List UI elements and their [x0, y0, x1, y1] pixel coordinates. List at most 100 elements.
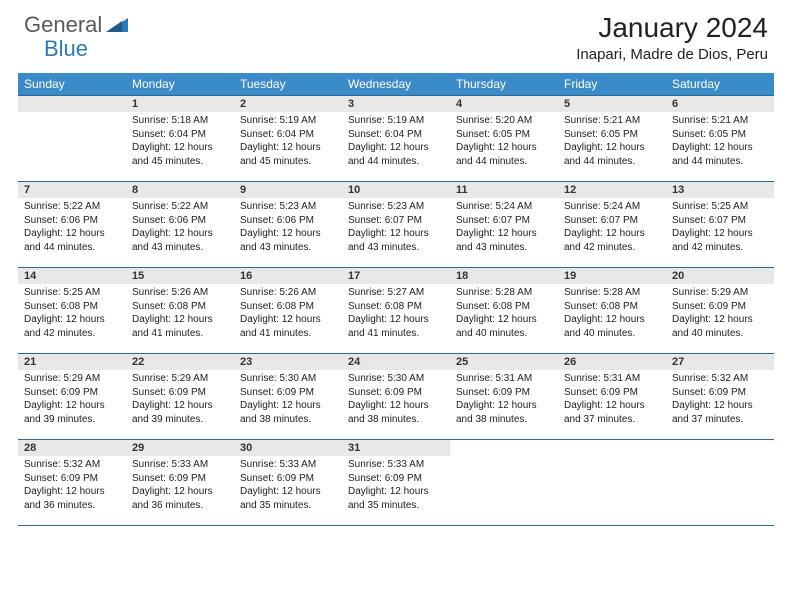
- sunrise-label: Sunrise:: [24, 459, 61, 470]
- day-number: 19: [558, 268, 666, 284]
- sunset-label: Sunset:: [348, 473, 382, 484]
- sunrise-label: Sunrise:: [24, 287, 61, 298]
- day-data: Sunrise: 5:31 AMSunset: 6:09 PMDaylight:…: [450, 370, 558, 430]
- sunrise-label: Sunrise:: [564, 201, 601, 212]
- calendar-row: 7Sunrise: 5:22 AMSunset: 6:06 PMDaylight…: [18, 182, 774, 268]
- sunrise-label: Sunrise:: [240, 115, 277, 126]
- day-number: 13: [666, 182, 774, 198]
- day-data: Sunrise: 5:22 AMSunset: 6:06 PMDaylight:…: [18, 198, 126, 258]
- sunset-value: 6:08 PM: [277, 301, 314, 312]
- col-saturday: Saturday: [666, 73, 774, 96]
- daylight-label: Daylight:: [348, 142, 387, 153]
- sunrise-label: Sunrise:: [132, 115, 169, 126]
- day-data: Sunrise: 5:26 AMSunset: 6:08 PMDaylight:…: [126, 284, 234, 344]
- calendar-cell: 24Sunrise: 5:30 AMSunset: 6:09 PMDayligh…: [342, 354, 450, 440]
- day-number: 3: [342, 96, 450, 112]
- sunrise-value: 5:28 AM: [603, 287, 640, 298]
- day-data: Sunrise: 5:23 AMSunset: 6:06 PMDaylight:…: [234, 198, 342, 258]
- calendar-cell: 10Sunrise: 5:23 AMSunset: 6:07 PMDayligh…: [342, 182, 450, 268]
- sunrise-value: 5:19 AM: [387, 115, 424, 126]
- sunrise-label: Sunrise:: [564, 373, 601, 384]
- logo-text-blue: Blue: [44, 36, 88, 61]
- sunrise-label: Sunrise:: [240, 201, 277, 212]
- calendar-cell: 6Sunrise: 5:21 AMSunset: 6:05 PMDaylight…: [666, 96, 774, 182]
- sunrise-value: 5:24 AM: [495, 201, 532, 212]
- day-data: Sunrise: 5:27 AMSunset: 6:08 PMDaylight:…: [342, 284, 450, 344]
- sunrise-value: 5:25 AM: [63, 287, 100, 298]
- sunset-label: Sunset:: [564, 215, 598, 226]
- sunrise-label: Sunrise:: [456, 201, 493, 212]
- sunset-value: 6:05 PM: [709, 129, 746, 140]
- month-title: January 2024: [576, 12, 768, 44]
- sunrise-label: Sunrise:: [672, 115, 709, 126]
- day-data: Sunrise: 5:32 AMSunset: 6:09 PMDaylight:…: [18, 456, 126, 516]
- sunset-value: 6:09 PM: [493, 387, 530, 398]
- sunset-value: 6:06 PM: [169, 215, 206, 226]
- sunrise-value: 5:31 AM: [495, 373, 532, 384]
- calendar-cell: 29Sunrise: 5:33 AMSunset: 6:09 PMDayligh…: [126, 440, 234, 526]
- day-number: 2: [234, 96, 342, 112]
- sunset-label: Sunset:: [240, 473, 274, 484]
- sunrise-label: Sunrise:: [348, 201, 385, 212]
- sunrise-label: Sunrise:: [564, 115, 601, 126]
- sunrise-label: Sunrise:: [240, 373, 277, 384]
- day-number: 31: [342, 440, 450, 456]
- sunset-label: Sunset:: [24, 387, 58, 398]
- sunset-label: Sunset:: [564, 387, 598, 398]
- sunrise-value: 5:26 AM: [279, 287, 316, 298]
- daylight-label: Daylight:: [24, 314, 63, 325]
- sunrise-label: Sunrise:: [672, 287, 709, 298]
- sunset-label: Sunset:: [240, 129, 274, 140]
- day-number: 4: [450, 96, 558, 112]
- sunset-label: Sunset:: [132, 129, 166, 140]
- daylight-label: Daylight:: [132, 400, 171, 411]
- sunset-label: Sunset:: [672, 129, 706, 140]
- sunrise-value: 5:21 AM: [603, 115, 640, 126]
- day-number: 16: [234, 268, 342, 284]
- day-number: 22: [126, 354, 234, 370]
- daylight-label: Daylight:: [456, 400, 495, 411]
- sunset-label: Sunset:: [456, 301, 490, 312]
- day-number: 7: [18, 182, 126, 198]
- sunrise-value: 5:30 AM: [279, 373, 316, 384]
- sunrise-label: Sunrise:: [132, 201, 169, 212]
- day-data: Sunrise: 5:30 AMSunset: 6:09 PMDaylight:…: [342, 370, 450, 430]
- sunrise-value: 5:19 AM: [279, 115, 316, 126]
- day-data: Sunrise: 5:21 AMSunset: 6:05 PMDaylight:…: [666, 112, 774, 172]
- daylight-label: Daylight:: [564, 228, 603, 239]
- day-data: Sunrise: 5:33 AMSunset: 6:09 PMDaylight:…: [234, 456, 342, 516]
- sunrise-value: 5:25 AM: [711, 201, 748, 212]
- sunset-label: Sunset:: [132, 473, 166, 484]
- sunrise-label: Sunrise:: [564, 287, 601, 298]
- col-sunday: Sunday: [18, 73, 126, 96]
- sunset-value: 6:04 PM: [385, 129, 422, 140]
- logo: General: [24, 12, 130, 38]
- day-number: 14: [18, 268, 126, 284]
- sunset-label: Sunset:: [132, 215, 166, 226]
- calendar-cell: 15Sunrise: 5:26 AMSunset: 6:08 PMDayligh…: [126, 268, 234, 354]
- calendar-cell: 27Sunrise: 5:32 AMSunset: 6:09 PMDayligh…: [666, 354, 774, 440]
- day-number: 27: [666, 354, 774, 370]
- day-number: 25: [450, 354, 558, 370]
- sunset-label: Sunset:: [672, 301, 706, 312]
- calendar-cell: 3Sunrise: 5:19 AMSunset: 6:04 PMDaylight…: [342, 96, 450, 182]
- sunset-value: 6:09 PM: [169, 387, 206, 398]
- sunset-label: Sunset:: [348, 387, 382, 398]
- day-number: 21: [18, 354, 126, 370]
- day-number: 8: [126, 182, 234, 198]
- sunrise-value: 5:23 AM: [387, 201, 424, 212]
- calendar-cell: 30Sunrise: 5:33 AMSunset: 6:09 PMDayligh…: [234, 440, 342, 526]
- day-data: Sunrise: 5:28 AMSunset: 6:08 PMDaylight:…: [558, 284, 666, 344]
- calendar-cell: [558, 440, 666, 526]
- title-block: January 2024 Inapari, Madre de Dios, Per…: [576, 12, 768, 63]
- day-number: 12: [558, 182, 666, 198]
- day-number: 28: [18, 440, 126, 456]
- day-number: 6: [666, 96, 774, 112]
- day-data: Sunrise: 5:31 AMSunset: 6:09 PMDaylight:…: [558, 370, 666, 430]
- header: General January 2024 Inapari, Madre de D…: [0, 0, 792, 67]
- daylight-label: Daylight:: [240, 314, 279, 325]
- calendar-cell: 7Sunrise: 5:22 AMSunset: 6:06 PMDaylight…: [18, 182, 126, 268]
- daylight-label: Daylight:: [564, 142, 603, 153]
- calendar-cell: 1Sunrise: 5:18 AMSunset: 6:04 PMDaylight…: [126, 96, 234, 182]
- sunrise-value: 5:20 AM: [495, 115, 532, 126]
